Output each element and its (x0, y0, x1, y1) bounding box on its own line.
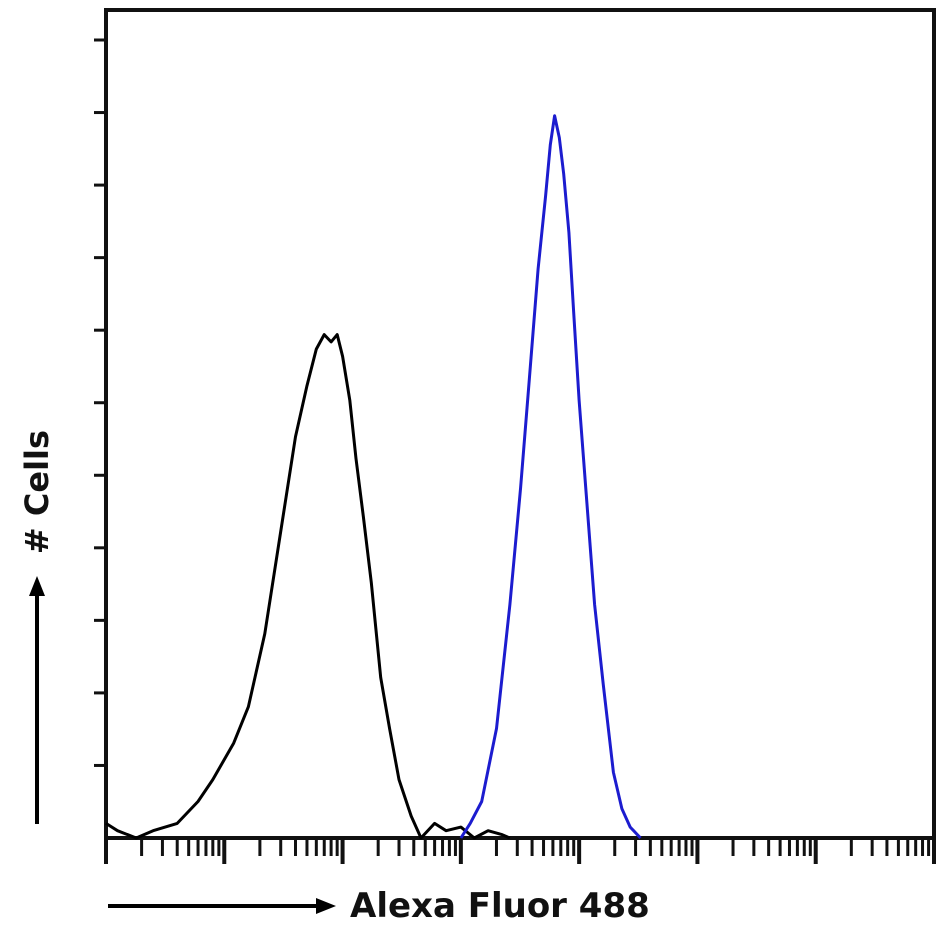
y-axis-label: # Cells (18, 430, 56, 554)
plot-frame (104, 8, 936, 840)
series-layer (105, 114, 642, 840)
histogram-series-1 (105, 333, 511, 840)
x-axis-label: Alexa Fluor 488 (350, 886, 650, 926)
y-axis-arrow-head (29, 576, 45, 596)
y-axis-ticks (94, 38, 106, 767)
x-axis-ticks (104, 838, 936, 864)
histogram-series-2 (459, 114, 642, 840)
x-axis-arrow-head (316, 898, 336, 914)
